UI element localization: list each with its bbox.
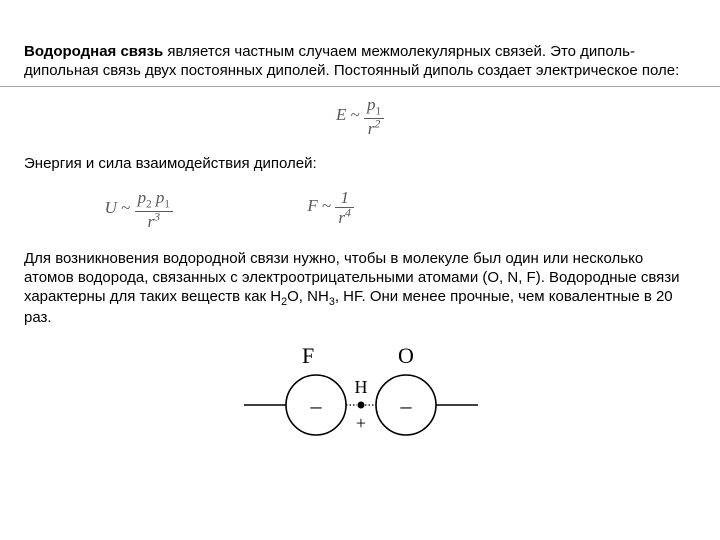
paragraph-conditions: Для возникновения водородной связи нужно… (24, 250, 696, 328)
paragraph-energy: Энергия и сила взаимодействия диполей: (24, 155, 696, 174)
eq-U-lhs: U (105, 198, 117, 217)
eq-F-num: 1 (335, 189, 354, 207)
svg-text:–: – (310, 393, 323, 418)
equation-U: U ~ p2 p1r3 (105, 189, 173, 230)
eq-E-num: p1 (364, 96, 384, 118)
eq-U-num: p2 p1 (135, 189, 173, 211)
p3-b: O, NH (287, 288, 329, 305)
svg-text:+: + (356, 413, 366, 433)
equation-row: U ~ p2 p1r3 F ~ 1r4 (24, 189, 696, 230)
eq-F-rel: ~ (322, 196, 331, 215)
hydrogen-bond-diagram: – F – O H + (24, 343, 696, 468)
svg-text:O: O (398, 343, 414, 368)
term-bold: Водородная связь (24, 43, 163, 60)
eq-U-den: r3 (135, 211, 173, 230)
svg-text:–: – (400, 393, 413, 418)
eq-U-rel: ~ (121, 198, 130, 217)
eq-E-lhs: E (336, 105, 346, 124)
eq-F-lhs: F (307, 196, 317, 215)
horizontal-rule (0, 86, 720, 87)
eq-E-den: r2 (364, 118, 384, 137)
slide: Водородная связь является частным случае… (0, 0, 720, 540)
diagram-svg: – F – O H + (240, 343, 480, 463)
svg-text:F: F (302, 343, 314, 368)
svg-text:H: H (355, 377, 368, 397)
equation-F: F ~ 1r4 (307, 189, 354, 230)
eq-F-den: r4 (335, 207, 354, 226)
equation-E: E ~ p1r2 (24, 96, 696, 137)
paragraph-intro: Водородная связь является частным случае… (24, 43, 696, 81)
eq-E-rel: ~ (351, 105, 360, 124)
